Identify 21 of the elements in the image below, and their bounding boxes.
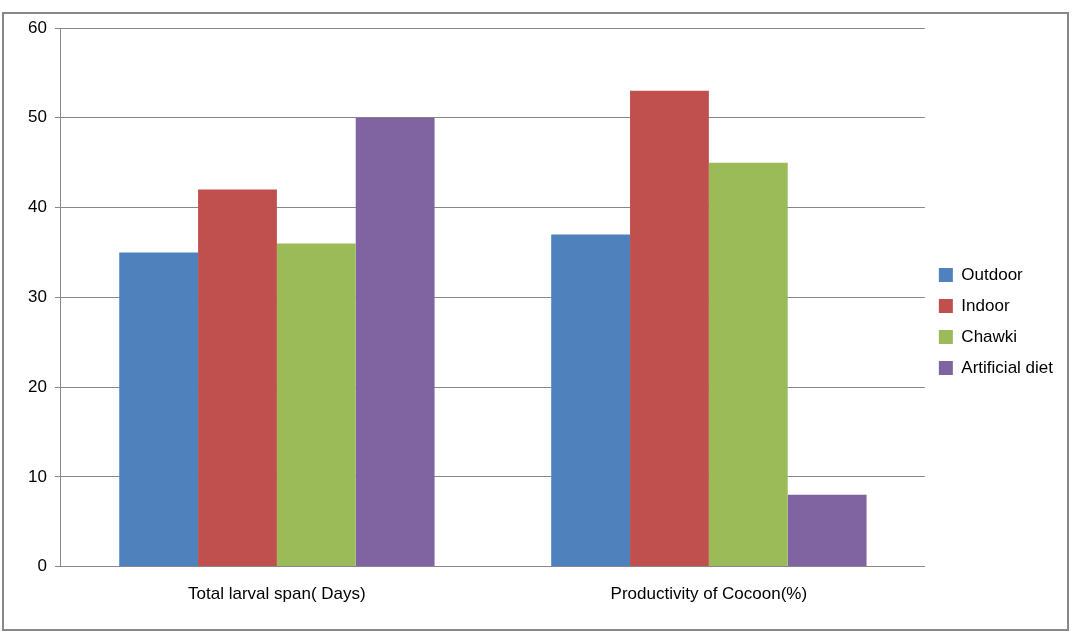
y-tick-label: 0 xyxy=(37,556,47,576)
y-tick-label: 60 xyxy=(27,17,47,37)
bar xyxy=(198,189,277,567)
legend-label: Outdoor xyxy=(961,264,1024,284)
legend-label: Indoor xyxy=(961,295,1010,315)
bar xyxy=(355,117,435,567)
legend-label: Chawki xyxy=(961,326,1018,346)
bar xyxy=(708,162,788,567)
y-tick-label: 20 xyxy=(27,376,47,396)
bar xyxy=(551,234,631,567)
y-tick-label: 10 xyxy=(27,466,47,486)
bar xyxy=(119,252,199,567)
y-tick-label: 40 xyxy=(27,197,47,217)
bar xyxy=(630,90,709,567)
bar xyxy=(787,494,867,567)
bar xyxy=(276,243,356,567)
x-tick-label: Productivity of Cocoon(%) xyxy=(610,584,808,604)
y-tick-label: 50 xyxy=(27,107,47,127)
y-tick-label: 30 xyxy=(27,286,47,306)
legend-label: Artificial diet xyxy=(961,357,1054,377)
x-tick-label: Total larval span( Days) xyxy=(188,584,366,604)
